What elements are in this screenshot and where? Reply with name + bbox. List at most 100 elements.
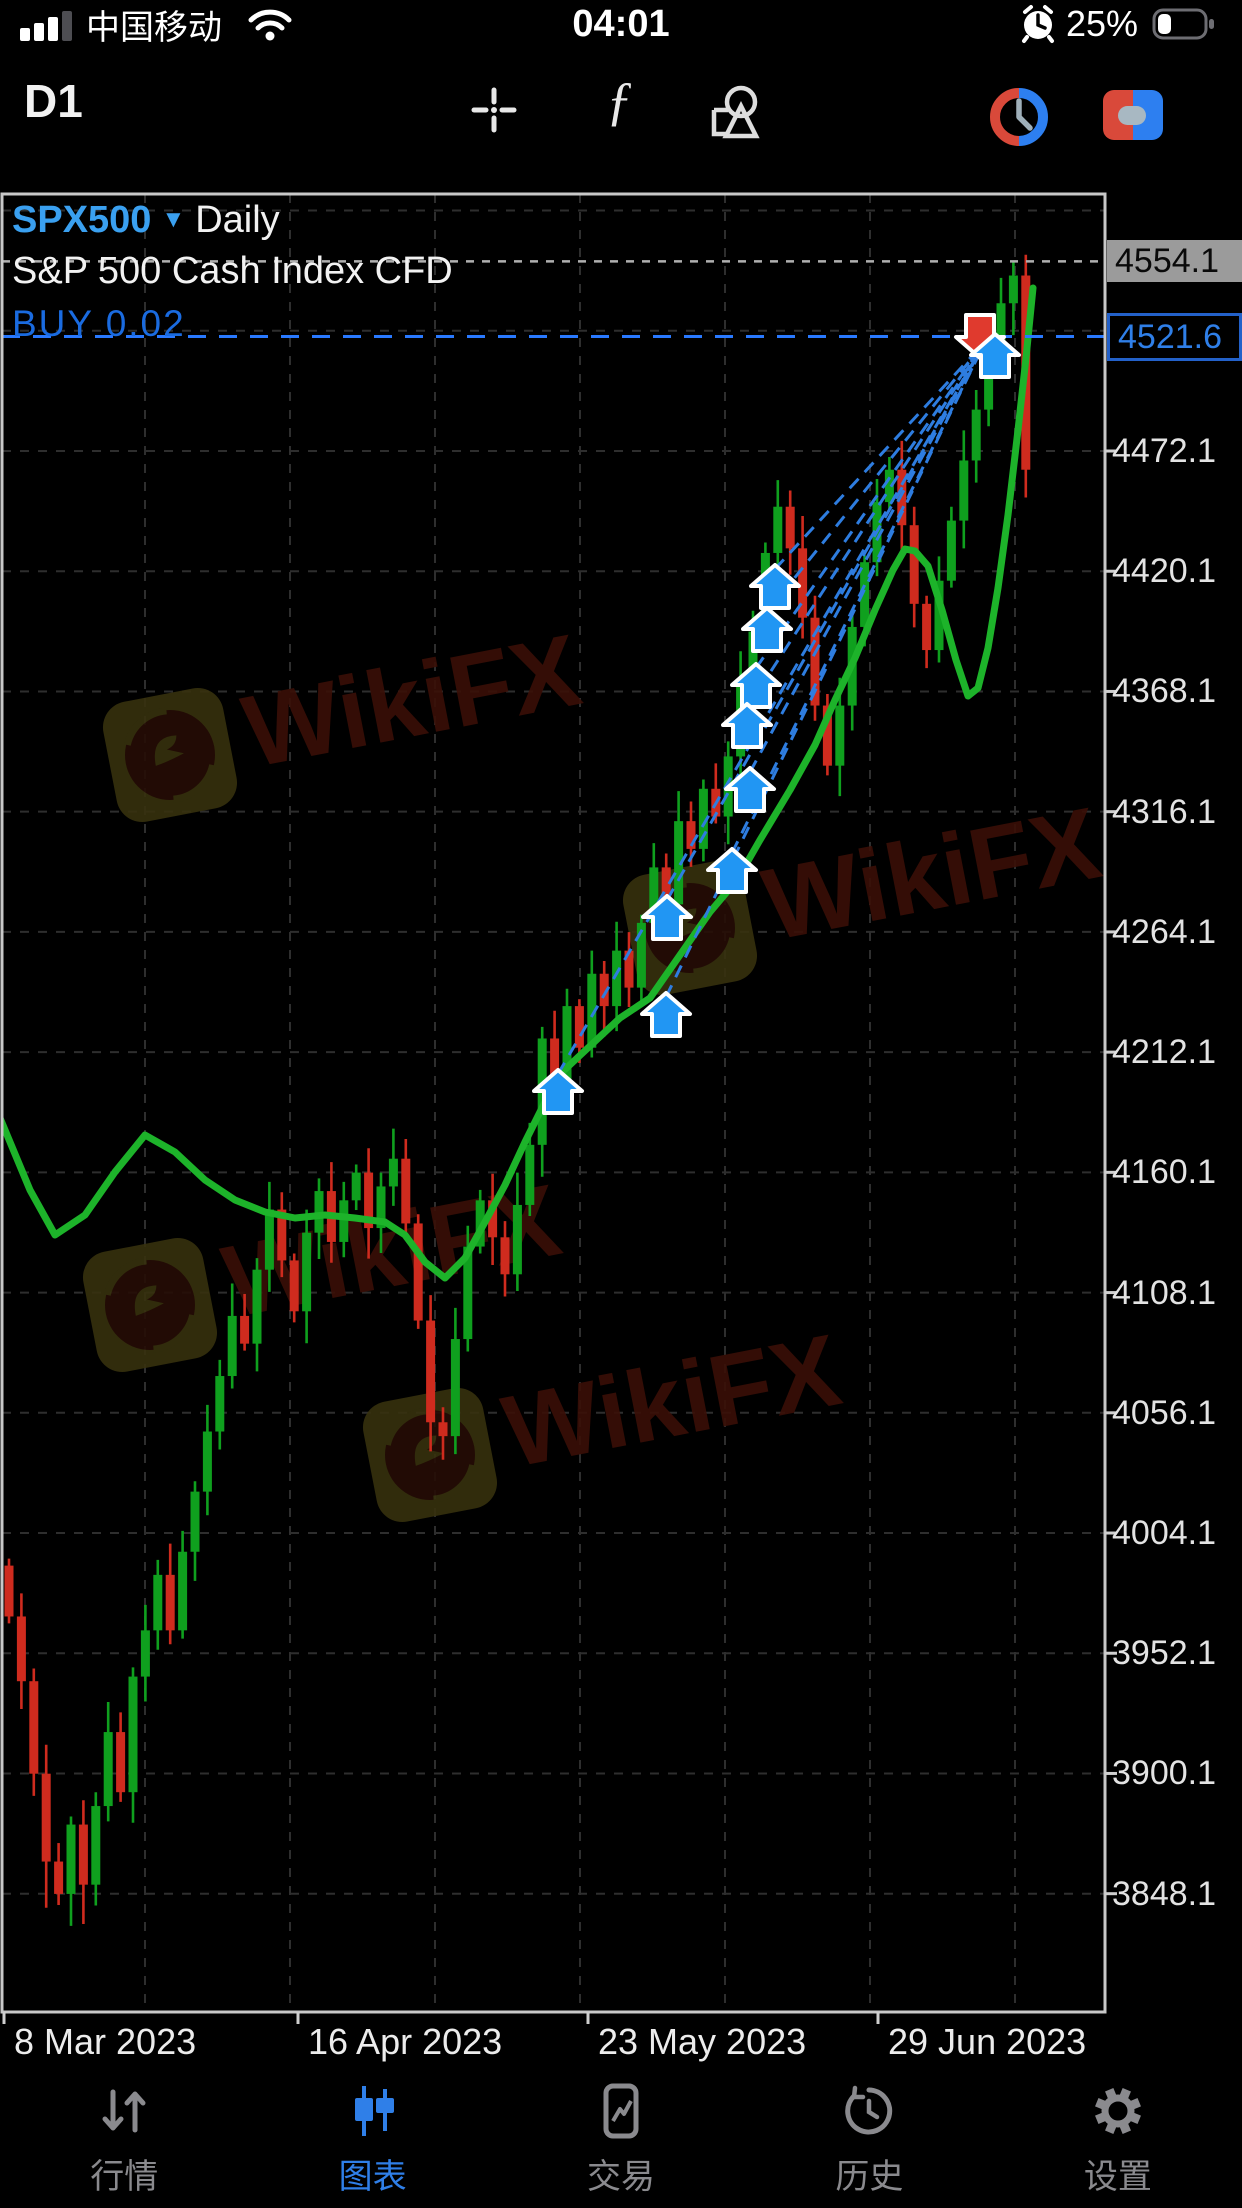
candle-body	[463, 1246, 473, 1340]
candle-body	[438, 1422, 448, 1437]
battery-percent-label: 25%	[1066, 3, 1139, 44]
price-axis-label: 4264.1	[1112, 912, 1216, 951]
symbol-selector[interactable]: SPX500 ▼ Daily	[12, 198, 453, 243]
wifi-icon	[246, 0, 294, 48]
chevron-down-icon: ▼	[161, 206, 186, 234]
alarm-icon	[1018, 0, 1058, 48]
candle-body	[215, 1376, 225, 1432]
price-axis-label: 3900.1	[1112, 1754, 1216, 1793]
price-axis-label: 4316.1	[1112, 792, 1216, 831]
open-position-label: BUY 0.02	[12, 302, 186, 344]
current-price-badge: 4521.6	[1107, 313, 1242, 361]
objects-icon[interactable]	[708, 82, 770, 144]
candle-body	[264, 1209, 274, 1270]
candle-body	[227, 1315, 237, 1377]
candle-body	[1008, 275, 1018, 304]
tab-settings[interactable]: 设置	[994, 2065, 1242, 2208]
candle-body	[599, 973, 609, 1007]
candle-body	[78, 1824, 88, 1885]
buy-arrow-marker	[532, 1068, 584, 1115]
bottom-tab-bar: 行情 图表 交易	[0, 2065, 1242, 2208]
symbol-label: SPX500	[12, 199, 152, 241]
buy-arrow-marker	[640, 991, 692, 1038]
candle-body	[934, 580, 944, 651]
candle-body	[810, 617, 820, 706]
buy-arrow-marker	[969, 332, 1021, 379]
candle-body	[103, 1732, 113, 1807]
candle-body	[525, 1144, 535, 1205]
candle-body	[822, 705, 832, 766]
candle-body	[91, 1806, 101, 1885]
candle-body	[946, 520, 956, 581]
history-clock-icon	[841, 2083, 897, 2139]
trade-chart-icon	[593, 2083, 649, 2139]
candle-body	[16, 1616, 26, 1682]
candle-body	[512, 1204, 522, 1275]
date-axis-label: 8 Mar 2023	[14, 2021, 197, 2062]
candle-body	[686, 821, 696, 849]
candle-body	[748, 631, 758, 683]
crosshair-icon[interactable]	[468, 84, 520, 136]
candle-body	[562, 1006, 572, 1085]
candle-body	[252, 1269, 262, 1344]
tab-history[interactable]: 历史	[745, 2065, 993, 2208]
high-price-badge: 4554.1	[1107, 240, 1242, 282]
candle-body	[860, 562, 870, 627]
candlestick-chart-icon	[345, 2083, 401, 2139]
timeframe-button[interactable]: D1	[24, 75, 83, 127]
candle-body	[388, 1158, 398, 1187]
one-click-trading-icon[interactable]	[1100, 88, 1166, 142]
battery-icon	[1152, 0, 1216, 48]
candle-body	[996, 303, 1006, 355]
wikifx-watermark: WikiFX	[102, 613, 589, 823]
buy-arrow-marker	[749, 563, 801, 610]
candle-body	[574, 1006, 584, 1048]
candle-body	[587, 973, 597, 1048]
candle-body	[165, 1574, 175, 1631]
axis-ticks	[2, 449, 1117, 2024]
candle-body	[128, 1676, 138, 1793]
chart-border	[0, 192, 1107, 2014]
price-axis-label: 3848.1	[1112, 1874, 1216, 1913]
tab-label: 历史	[835, 2158, 904, 2196]
candle-body	[674, 821, 684, 905]
market-sessions-clock-icon[interactable]	[988, 86, 1050, 148]
tab-trade[interactable]: 交易	[497, 2065, 745, 2208]
candle-body	[339, 1200, 349, 1242]
candle-body	[500, 1237, 510, 1275]
candle-body	[116, 1732, 126, 1793]
candle-body	[649, 867, 659, 923]
candle-body	[450, 1339, 460, 1437]
candle-body	[401, 1158, 411, 1224]
candle-body	[240, 1315, 250, 1344]
buy-arrow-marker	[724, 766, 776, 813]
watermark-text: WikiFX	[494, 1313, 849, 1490]
price-axis-label: 4004.1	[1112, 1514, 1216, 1553]
chart-toolbar: D1 ƒ	[0, 66, 1242, 156]
tab-label: 行情	[90, 2158, 159, 2196]
candle-body	[971, 409, 981, 461]
gear-icon	[1090, 2083, 1146, 2139]
tab-quotes[interactable]: 行情	[0, 2065, 248, 2208]
tab-label: 交易	[587, 2158, 656, 2196]
tab-charts[interactable]: 图表	[248, 2065, 496, 2208]
candle-body	[798, 548, 808, 618]
status-bar: 中国移动 04:01 25%	[0, 0, 1242, 48]
buy-arrow-marker	[730, 662, 782, 709]
buy-arrow-marker	[721, 702, 773, 749]
signal-strength-icon	[20, 0, 78, 48]
date-axis-label: 23 May 2023	[598, 2021, 807, 2062]
date-axis-label: 16 Apr 2023	[308, 2021, 503, 2062]
candle-body	[153, 1574, 163, 1631]
tab-label: 图表	[338, 2158, 407, 2196]
candle-body	[351, 1172, 361, 1201]
candle-body	[140, 1630, 150, 1677]
candle-body	[488, 1200, 498, 1238]
candle-body	[190, 1491, 200, 1552]
date-axis-label: 29 Jun 2023	[888, 2021, 1087, 2062]
candle-body	[698, 788, 708, 849]
indicators-icon[interactable]: ƒ	[606, 71, 633, 131]
candle-body	[984, 354, 994, 410]
